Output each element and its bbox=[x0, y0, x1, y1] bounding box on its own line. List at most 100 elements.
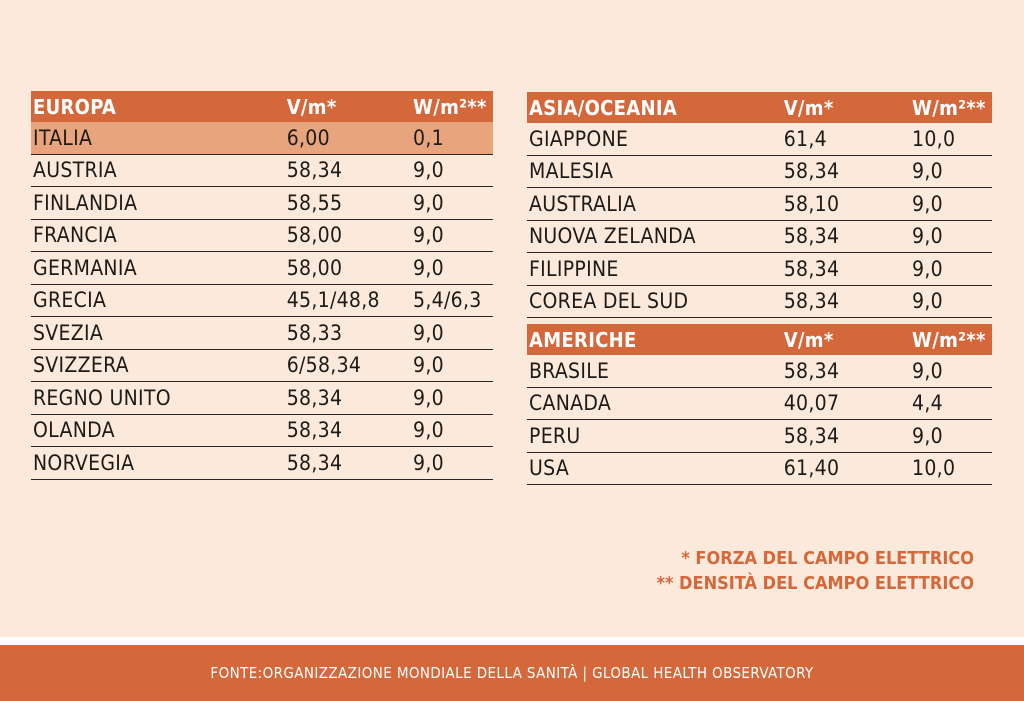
table-row: OLANDA 58,34 9,0 bbox=[31, 415, 493, 447]
table-row: ITALIA 6,00 0,1 bbox=[31, 122, 493, 155]
note-electric-field-strength: * FORZA DEL CAMPO ELETTRICO bbox=[681, 548, 974, 569]
table-cell: 6,00 bbox=[286, 125, 330, 150]
table-cell: SVIZZERA bbox=[33, 353, 129, 378]
table-cell: GERMANIA bbox=[33, 255, 137, 280]
table-cell: 9,0 bbox=[413, 385, 444, 410]
table-row: MALESIA 58,34 9,0 bbox=[527, 156, 992, 188]
table-cell: 9,0 bbox=[912, 224, 943, 249]
table-cell: 58,00 bbox=[286, 223, 343, 248]
table-cell: 10,0 bbox=[912, 456, 956, 481]
column-header: V/m* bbox=[783, 327, 834, 352]
table-cell: NORVEGIA bbox=[33, 450, 135, 475]
table-cell: 9,0 bbox=[912, 423, 943, 448]
table-row: FILIPPINE 58,34 9,0 bbox=[527, 253, 992, 286]
table-cell: 61,40 bbox=[783, 456, 840, 481]
table-row: GERMANIA 58,00 9,0 bbox=[31, 252, 493, 285]
table-cell: 58,34 bbox=[783, 358, 840, 383]
table-header: EUROPA V/m* W/m²** bbox=[31, 91, 493, 122]
table-row: NUOVA ZELANDA 58,34 9,0 bbox=[527, 221, 992, 253]
table-row: CANADA 40,07 4,4 bbox=[527, 388, 992, 420]
column-header: AMERICHE bbox=[529, 327, 637, 352]
table-row: SVEZIA 58,33 9,0 bbox=[31, 317, 493, 350]
column-header: V/m* bbox=[286, 94, 337, 119]
table-cell: 61,4 bbox=[783, 126, 827, 151]
table-row: AUSTRALIA 58,10 9,0 bbox=[527, 188, 992, 221]
table-cell: 9,0 bbox=[413, 418, 444, 443]
table-cell: 58,34 bbox=[286, 385, 343, 410]
table-cell: 9,0 bbox=[912, 159, 943, 184]
table-row: AUSTRIA 58,34 9,0 bbox=[31, 155, 493, 187]
table-cell: CANADA bbox=[529, 391, 612, 416]
column-header: EUROPA bbox=[33, 94, 117, 119]
table-cell: COREA DEL SUD bbox=[529, 289, 689, 314]
table-row: REGNO UNITO 58,34 9,0 bbox=[31, 382, 493, 415]
table-cell: GRECIA bbox=[33, 288, 107, 313]
note-electric-field-density: ** DENSITÀ DEL CAMPO ELETTRICO bbox=[656, 573, 975, 594]
table-cell: 58,55 bbox=[286, 190, 343, 215]
table-cell: SVEZIA bbox=[33, 320, 104, 345]
table-row: NORVEGIA 58,34 9,0 bbox=[31, 447, 493, 480]
column-header: W/m²** bbox=[912, 327, 986, 352]
table-cell: MALESIA bbox=[529, 159, 614, 184]
europe-table: EUROPA V/m* W/m²** ITALIA 6,00 0,1 AUSTRIA 58,3… bbox=[31, 91, 493, 480]
table-cell: FILIPPINE bbox=[529, 256, 619, 281]
americas-table: AMERICHE V/m* W/m²** BRASILE 58,34 9,0 CANADA 4… bbox=[527, 324, 992, 485]
table-cell: 9,0 bbox=[413, 353, 444, 378]
column-header: W/m²** bbox=[912, 95, 986, 120]
source-footer: FONTE:ORGANIZZAZIONE MONDIALE DELLA SANI… bbox=[0, 645, 1024, 701]
table-cell: REGNO UNITO bbox=[33, 385, 171, 410]
table-cell: 58,34 bbox=[783, 159, 840, 184]
table-cell: FINLANDIA bbox=[33, 190, 138, 215]
table-row: FINLANDIA 58,55 9,0 bbox=[31, 187, 493, 220]
table-row: COREA DEL SUD 58,34 9,0 bbox=[527, 286, 992, 318]
table-row: BRASILE 58,34 9,0 bbox=[527, 355, 992, 388]
table-cell: 58,34 bbox=[783, 423, 840, 448]
table-cell: AUSTRIA bbox=[33, 158, 117, 183]
table-cell: ITALIA bbox=[33, 125, 93, 150]
table-cell: OLANDA bbox=[33, 418, 115, 443]
table-cell: 9,0 bbox=[912, 191, 943, 216]
source-text: FONTE:ORGANIZZAZIONE MONDIALE DELLA SANI… bbox=[210, 664, 814, 682]
table-cell: 9,0 bbox=[413, 450, 444, 475]
table-cell: 58,34 bbox=[783, 256, 840, 281]
table-cell: 58,10 bbox=[783, 191, 840, 216]
column-header: V/m* bbox=[783, 95, 834, 120]
table-cell: NUOVA ZELANDA bbox=[529, 224, 696, 249]
table-cell: 40,07 bbox=[783, 391, 840, 416]
column-header: W/m²** bbox=[413, 94, 487, 119]
table-row: GIAPPONE 61,4 10,0 bbox=[527, 123, 992, 156]
table-cell: 0,1 bbox=[413, 125, 444, 150]
table-cell: 58,34 bbox=[783, 224, 840, 249]
table-cell: 9,0 bbox=[912, 358, 943, 383]
table-cell: BRASILE bbox=[529, 358, 610, 383]
table-cell: 58,34 bbox=[286, 418, 343, 443]
table-cell: 9,0 bbox=[413, 190, 444, 215]
table-cell: 9,0 bbox=[413, 255, 444, 280]
column-header: ASIA/OCEANIA bbox=[529, 95, 678, 120]
table-cell: USA bbox=[529, 456, 570, 481]
table-cell: FRANCIA bbox=[33, 223, 117, 248]
table-cell: 6/58,34 bbox=[286, 353, 362, 378]
table-row: FRANCIA 58,00 9,0 bbox=[31, 220, 493, 252]
table-row: USA 61,40 10,0 bbox=[527, 453, 992, 485]
table-cell: AUSTRALIA bbox=[529, 191, 637, 216]
table-row: PERU 58,34 9,0 bbox=[527, 420, 992, 453]
table-cell: GIAPPONE bbox=[529, 126, 629, 151]
table-header: AMERICHE V/m* W/m²** bbox=[527, 324, 992, 355]
table-cell: 9,0 bbox=[413, 320, 444, 345]
table-cell: 10,0 bbox=[912, 126, 956, 151]
table-cell: 58,34 bbox=[783, 289, 840, 314]
table-cell: PERU bbox=[529, 423, 581, 448]
table-cell: 58,34 bbox=[286, 450, 343, 475]
table-cell: 58,00 bbox=[286, 255, 343, 280]
table-cell: 5,4/6,3 bbox=[413, 288, 482, 313]
table-cell: 58,33 bbox=[286, 320, 343, 345]
table-cell: 9,0 bbox=[413, 223, 444, 248]
footer-separator bbox=[0, 637, 1024, 645]
legend-notes: * FORZA DEL CAMPO ELETTRICO ** DENSITÀ D… bbox=[657, 546, 975, 596]
table-cell: 4,4 bbox=[912, 391, 943, 416]
table-header: ASIA/OCEANIA V/m* W/m²** bbox=[527, 92, 992, 123]
table-row: SVIZZERA 6/58,34 9,0 bbox=[31, 350, 493, 382]
table-row: GRECIA 45,1/48,8 5,4/6,3 bbox=[31, 285, 493, 317]
table-cell: 58,34 bbox=[286, 158, 343, 183]
